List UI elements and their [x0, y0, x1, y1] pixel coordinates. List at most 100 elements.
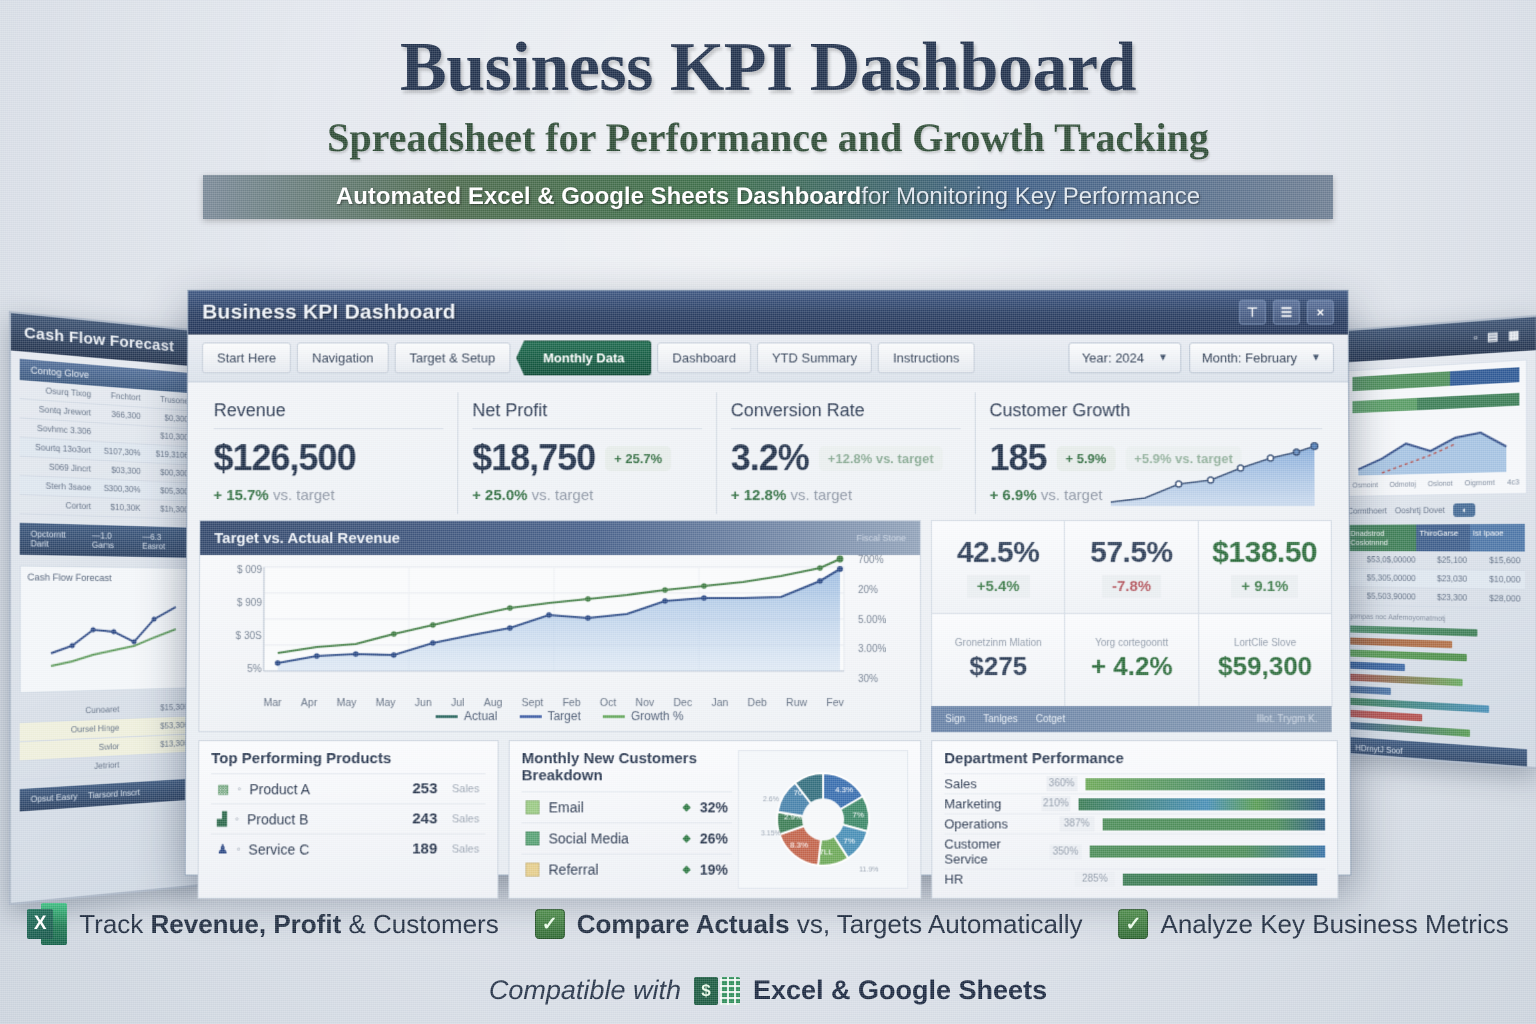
metric-tile-grid: 42.5% +5.4% Gronetzinm Mlation $275 57.5… [930, 520, 1333, 708]
list-item[interactable]: Email ◆ 32% [521, 790, 732, 822]
tab-navigation[interactable]: Navigation [297, 342, 389, 374]
cell: $53,306 [160, 720, 189, 731]
hero-ribbon: Automated Excel & Google Sheets Dashboar… [203, 175, 1333, 219]
compatibility-strip: Compatible with $ Excel & Google Sheets [0, 975, 1536, 1006]
list-item[interactable]: ▟ ◦ Product B 243 Sales [210, 803, 486, 834]
cell: Swlor [98, 741, 120, 753]
check-icon: ✓ [1118, 909, 1149, 939]
y-axis-ticks: $ 009 $ 909 $ 30S 5% [208, 565, 262, 675]
menu-icon[interactable]: ☰ [1272, 299, 1300, 325]
bg-left-title: Cash Flow Forecast [10, 313, 201, 367]
diamond-icon: ◆ [682, 801, 691, 814]
compat-suffix: Excel & Google Sheets [752, 975, 1048, 1005]
legend-item-growth[interactable]: Growth % [602, 709, 684, 723]
axis-tick: Oslonot [1427, 480, 1453, 489]
department-value: 210% [1041, 796, 1071, 812]
col-header: Ist Ipaoe [1469, 523, 1525, 552]
feature-track-revenue: X Track Revenue, Profit & Customers [27, 903, 499, 945]
year-select[interactable]: Year: 2024 ▼ [1068, 342, 1182, 374]
panel-title: Top Performing Products [211, 750, 392, 768]
close-icon[interactable]: × [1306, 299, 1334, 325]
footer-cell: Opctorntt Darit [30, 529, 66, 549]
metric-caption: Gronetzinm Mlation [954, 638, 1042, 650]
customers-donut-chart: 4.3% 7% 7% 7LL 8.3% 2.9% 70. 2.6% 3.15% … [737, 750, 909, 889]
kpi-label: Revenue [213, 400, 286, 421]
metric-value: $59,300 [1218, 651, 1313, 682]
x-tick: Jun [414, 697, 432, 710]
cell: $10,000 [1489, 574, 1521, 585]
tab-ytd-summary[interactable]: YTD Summary [756, 342, 872, 374]
cell: Sontq Jrewort [38, 404, 92, 418]
tab-monthly-data[interactable]: Monthly Data [516, 341, 651, 376]
legend-item-actual[interactable]: Actual [435, 709, 497, 723]
tab-target-setup[interactable]: Target & Setup [394, 342, 511, 374]
department-bar [1078, 797, 1326, 810]
cell: $5,305,00000 [1366, 573, 1416, 584]
y-tick: $ 009 [236, 565, 263, 577]
bg-right-filter-1[interactable]: Cormthoert [1347, 506, 1387, 516]
tab-instructions[interactable]: Instructions [877, 342, 975, 374]
chevron-down-icon: ▼ [1311, 352, 1322, 364]
donut-label: 4.3% [835, 785, 853, 794]
bg-right-table: Dnadstrod Coslotnnnd ThiroGarse Ist Ipao… [1347, 523, 1525, 610]
list-item[interactable]: Referral ◆ 19% [521, 853, 732, 885]
metric-value: $275 [969, 651, 1028, 682]
metric-value: 42.5% [956, 536, 1040, 570]
donut-label: 2.9% [784, 812, 802, 821]
tab-dashboard[interactable]: Dashboard [657, 342, 751, 374]
product-value: 189 [412, 840, 438, 858]
kpi-delta-row: + 25.0% vs. target [472, 487, 702, 504]
department-bar [1085, 777, 1325, 790]
product-value: 243 [412, 810, 438, 828]
kpi-vs-label: vs. target [268, 487, 335, 505]
product-name: Product B [246, 810, 309, 827]
product-name: Service C [248, 840, 310, 858]
footer-label: Cotget [1035, 713, 1066, 725]
department-bar [1089, 845, 1326, 858]
footer-label: Tanlges [983, 713, 1018, 725]
metric-tile-4: Gronetzinm Mlation $275 [931, 613, 1066, 708]
bg-right-filters[interactable]: Cormthoert Ooshrtj Dovet ◖ [1348, 502, 1525, 517]
bg-right-pill[interactable]: ◖ [1453, 503, 1476, 517]
metric-delta: -7.8% [1101, 575, 1162, 598]
x-tick: Ruw [786, 697, 808, 710]
list-item[interactable]: Social Media ◆ 26% [521, 821, 732, 854]
cell: Sourtq 13o3ort [35, 442, 92, 456]
kpi-delta-row: + 15.7% vs. target [213, 487, 443, 504]
metric-value: + 4.2% [1090, 651, 1173, 682]
customers-legend: Monthly New Customers Breakdown Email ◆ … [521, 750, 732, 888]
month-select[interactable]: Month: February ▼ [1188, 342, 1335, 374]
minimize-icon[interactable]: ⊤ [1238, 299, 1266, 325]
metric-tile-1: 42.5% +5.4% [930, 520, 1066, 615]
metric-delta: +5.4% [966, 575, 1030, 598]
y-tick: 5% [247, 664, 262, 676]
kpi-label: Customer Growth [989, 400, 1131, 421]
cell: $10,300 [160, 431, 189, 443]
month-select-label: Month: February [1201, 350, 1298, 366]
chart-header: Target vs. Actual Revenue Fiscal Stone [200, 521, 920, 556]
cell: $15,600 [1489, 555, 1521, 566]
cell: Oursel Hinge [70, 723, 120, 735]
kpi-value: $18,750 [472, 437, 596, 479]
bg-right-filter-2[interactable]: Ooshrtj Dovet [1394, 505, 1445, 516]
google-sheets-icon: $ [693, 976, 740, 1005]
table-row: HR 285% [944, 868, 1326, 889]
kpi-card-customer-growth: Customer Growth 185 + 5.9% +5.9% vs. tar… [975, 392, 1336, 514]
department-name: Customer Service [944, 836, 1001, 867]
y2-tick: 5.00% [858, 614, 887, 626]
axis-tick: 4c3 [1507, 479, 1520, 487]
x-tick: Jan [711, 697, 729, 710]
list-item[interactable]: ♟ ◦ Service C 189 Sales [210, 833, 486, 864]
legend-item-target[interactable]: Target [519, 709, 581, 723]
channel-value: 19% [699, 861, 728, 878]
y-tick: $ 30S [235, 631, 262, 643]
y-tick: $ 909 [236, 597, 262, 610]
list-item[interactable]: ▩ ◦ Product A 253 Sales [211, 773, 486, 804]
bottom-row: Top Performing Products ▩ ◦ Product A 25… [185, 732, 1350, 911]
cell: $23,300 [1436, 592, 1468, 603]
target-vs-actual-card: Target vs. Actual Revenue Fiscal Stone [198, 520, 922, 733]
tab-start-here[interactable]: Start Here [201, 342, 292, 374]
x-tick: Aug [483, 697, 503, 710]
compat-prefix: Compatible with [488, 975, 681, 1005]
department-performance-panel: Department Performance Sales 360% Market… [931, 740, 1339, 899]
